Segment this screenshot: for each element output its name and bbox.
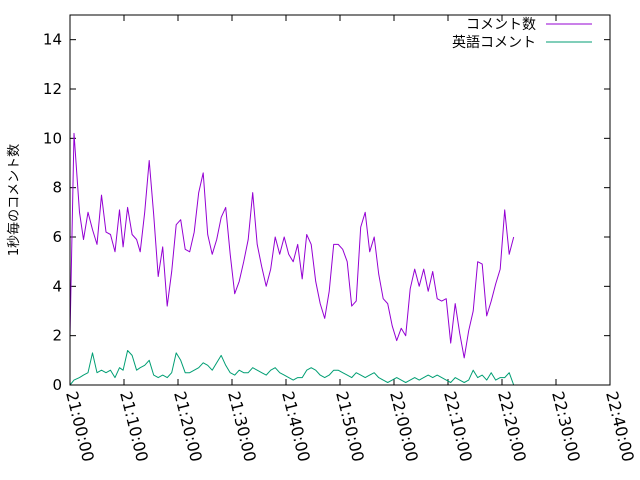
series-line-1 (69, 350, 515, 386)
y-axis-ticks: 0 2 4 6 8 10 12 14 (43, 31, 610, 394)
y-tick-label: 0 (52, 376, 62, 394)
y-tick-label: 4 (52, 277, 62, 295)
series-layer (69, 132, 515, 386)
y-tick-label: 12 (43, 80, 62, 98)
y-tick-label: 10 (43, 129, 62, 147)
legend-label-1: 英語コメント (452, 34, 536, 51)
y-axis-label: 1秒毎のコメント数 (6, 144, 22, 256)
plot-frame (69, 14, 611, 386)
legend-label-0: コメント数 (466, 17, 536, 33)
y-tick-label: 14 (43, 31, 62, 49)
y-tick-label: 6 (52, 228, 62, 246)
series-line-0 (69, 132, 515, 359)
y-tick-label: 2 (52, 327, 62, 345)
y-tick-label: 8 (52, 179, 62, 197)
